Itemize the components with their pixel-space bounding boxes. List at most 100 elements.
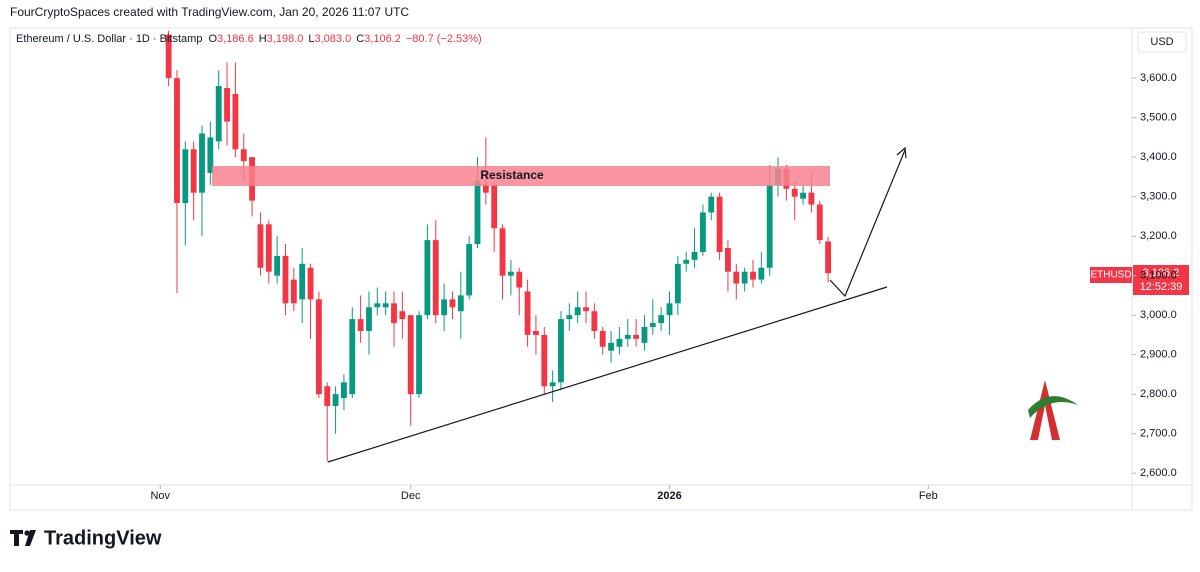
candle-body [549,382,556,387]
resistance-zone [212,166,830,186]
ohlc-value: 3,186.6 [217,33,254,45]
candle-body [407,315,414,395]
y-tick-label: 3,200.0 [1140,230,1177,242]
candle-body [649,323,656,328]
candle-body [716,196,723,252]
brand-name: TradingView [44,527,162,549]
candle-body [341,382,347,399]
candle-body [315,299,322,395]
candle-body [699,212,706,252]
candle-body [265,224,272,272]
currency[interactable]: USD [1150,36,1173,48]
candle-body [349,319,356,395]
candle-body [432,240,439,316]
price-tag [1133,265,1189,295]
candle-body [232,93,239,150]
candle-body [750,271,756,280]
candle-body [282,255,289,304]
ohlc-key: L [308,33,314,45]
candle-body [583,307,589,312]
x-tick-label: Feb [919,490,938,502]
symbol-tag-text: ETHUSD [1090,270,1131,281]
ohlc-value: 3,198.0 [267,33,304,45]
y-tick-label: 3,300.0 [1140,191,1177,203]
candle-body [674,263,681,304]
candle-body [641,327,648,343]
candle-body [257,224,264,268]
candle-body [741,271,748,284]
candle-body [616,338,623,347]
price-tag-countdown: 12:52:39 [1140,281,1183,293]
trend-line [327,286,888,463]
candle-body [491,184,498,229]
candle-body [324,386,331,407]
candle-body [174,78,180,203]
candle-body [825,241,832,274]
resistance-label: Resistance [480,168,544,182]
candle-body [499,228,506,276]
candle-body [791,188,798,197]
candle-body [708,196,715,213]
candles [165,30,832,462]
y-tick-label: 2,900.0 [1140,349,1177,361]
ohlc-value: 3,106.2 [364,33,401,45]
candle-body [215,86,222,142]
candle-body [558,319,564,383]
candle-body [449,299,456,308]
candle-body [725,248,731,272]
candle-body [366,307,372,331]
candle-body [808,192,815,205]
candle-body [374,303,381,308]
candle-body [800,192,807,199]
candle-body [274,255,281,276]
candle-body [165,34,172,79]
candle-body [240,149,247,162]
candle-body [516,271,523,288]
candle-body [608,342,614,351]
candle-body [457,295,464,312]
candle-body [299,263,306,300]
watermark [1028,380,1078,440]
candle-body [733,271,740,284]
symbol-tag [1090,267,1132,283]
candle-body [441,299,448,316]
ohlc-value: 3,083.0 [315,33,352,45]
candle-body [332,394,339,407]
candle-body [399,311,406,320]
y-tick-label: 3,100.0 [1140,270,1177,282]
currency-box[interactable] [1137,31,1187,53]
candle-body [290,279,297,304]
ohlc-key: H [259,33,267,45]
candle-body [574,307,581,316]
y-tick-label: 3,500.0 [1140,112,1177,124]
ohlc-change: −80.7 (−2.53%) [406,33,482,45]
candle-body [207,137,214,173]
candle-body [566,315,573,320]
candle-body [307,267,314,300]
ohlc-header: O 3,186.6 H 3,198.0 L 3,083.0 C 3,106.2 −80.7 (−… [208,33,481,45]
y-tick-label: 2,700.0 [1140,428,1177,440]
symbol-title: Ethereum / U.S. Dollar · 1D · Bitstamp [16,33,202,45]
candle-body [658,315,665,324]
candle-body [474,180,481,245]
candle-body [507,271,514,276]
candle-body [190,149,197,193]
candle-body [224,88,230,122]
candle-body [633,334,640,339]
candle-body [591,311,598,331]
candle-body [482,184,489,193]
chart-frame [9,27,1193,511]
candle-body [691,251,698,260]
candle-body [357,319,364,331]
price-tag-price: 3,106.2 [1143,267,1180,279]
credit: FourCryptoSpaces created with TradingVie… [10,5,409,19]
ohlc-key: O [208,33,217,45]
candle-body [199,133,205,193]
ohlc-key: C [356,33,364,45]
x-tick-label: Nov [150,490,170,502]
candle-body [466,244,473,296]
candle-body [533,330,539,335]
candle-body [382,303,389,308]
candle-body [416,315,422,395]
